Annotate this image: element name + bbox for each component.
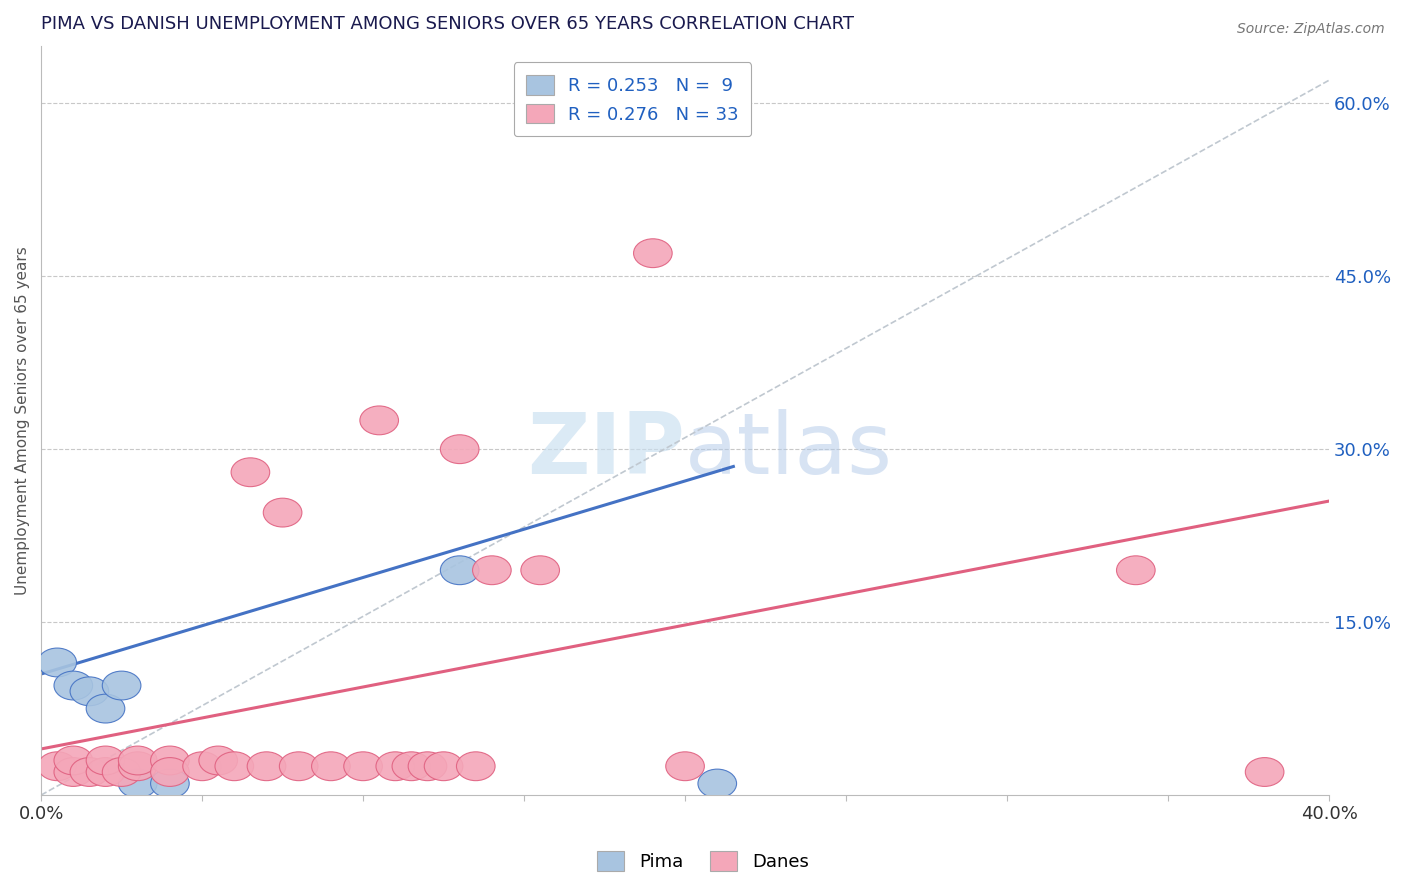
Ellipse shape <box>86 746 125 775</box>
Ellipse shape <box>38 752 76 780</box>
Ellipse shape <box>263 499 302 527</box>
Ellipse shape <box>53 746 93 775</box>
Text: Source: ZipAtlas.com: Source: ZipAtlas.com <box>1237 22 1385 37</box>
Legend: R = 0.253   N =  9, R = 0.276   N = 33: R = 0.253 N = 9, R = 0.276 N = 33 <box>513 62 751 136</box>
Ellipse shape <box>150 757 190 787</box>
Legend: Pima, Danes: Pima, Danes <box>591 844 815 879</box>
Ellipse shape <box>440 434 479 464</box>
Ellipse shape <box>440 556 479 584</box>
Ellipse shape <box>697 769 737 798</box>
Ellipse shape <box>344 752 382 780</box>
Ellipse shape <box>215 752 253 780</box>
Ellipse shape <box>70 757 108 787</box>
Ellipse shape <box>312 752 350 780</box>
Ellipse shape <box>472 556 512 584</box>
Ellipse shape <box>360 406 398 434</box>
Ellipse shape <box>38 648 76 677</box>
Text: atlas: atlas <box>685 409 893 491</box>
Ellipse shape <box>70 677 108 706</box>
Y-axis label: Unemployment Among Seniors over 65 years: Unemployment Among Seniors over 65 years <box>15 246 30 595</box>
Ellipse shape <box>408 752 447 780</box>
Ellipse shape <box>634 239 672 268</box>
Ellipse shape <box>392 752 430 780</box>
Ellipse shape <box>86 694 125 723</box>
Ellipse shape <box>231 458 270 487</box>
Ellipse shape <box>118 752 157 780</box>
Ellipse shape <box>280 752 318 780</box>
Ellipse shape <box>103 671 141 700</box>
Ellipse shape <box>247 752 285 780</box>
Ellipse shape <box>198 746 238 775</box>
Ellipse shape <box>118 746 157 775</box>
Ellipse shape <box>457 752 495 780</box>
Ellipse shape <box>150 769 190 798</box>
Ellipse shape <box>1116 556 1156 584</box>
Text: ZIP: ZIP <box>527 409 685 491</box>
Ellipse shape <box>666 752 704 780</box>
Ellipse shape <box>53 757 93 787</box>
Ellipse shape <box>1246 757 1284 787</box>
Ellipse shape <box>183 752 221 780</box>
Ellipse shape <box>103 757 141 787</box>
Ellipse shape <box>118 769 157 798</box>
Ellipse shape <box>53 671 93 700</box>
Ellipse shape <box>375 752 415 780</box>
Text: PIMA VS DANISH UNEMPLOYMENT AMONG SENIORS OVER 65 YEARS CORRELATION CHART: PIMA VS DANISH UNEMPLOYMENT AMONG SENIOR… <box>41 15 853 33</box>
Ellipse shape <box>425 752 463 780</box>
Ellipse shape <box>520 556 560 584</box>
Ellipse shape <box>150 746 190 775</box>
Ellipse shape <box>86 757 125 787</box>
